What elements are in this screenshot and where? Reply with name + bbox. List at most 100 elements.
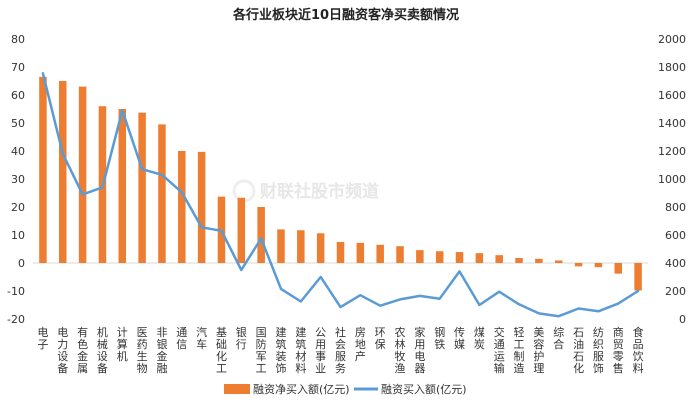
line-point xyxy=(339,306,342,308)
bar xyxy=(197,151,206,263)
bar xyxy=(554,260,563,263)
y-left-tick-label: 10 xyxy=(11,229,25,242)
y-left-tick-label: 70 xyxy=(11,61,25,74)
line-point xyxy=(597,310,600,313)
x-tick-label: 环保 xyxy=(375,326,386,351)
bar xyxy=(376,244,384,263)
legend-swatch-bar xyxy=(224,384,250,394)
bar xyxy=(257,207,265,263)
line-point xyxy=(141,168,143,170)
x-tick-label: 美容护理 xyxy=(533,326,544,375)
x-tick-label: 汽车 xyxy=(196,325,207,351)
line-point xyxy=(498,290,501,293)
line-point xyxy=(319,276,322,278)
bar xyxy=(297,230,305,263)
y-right-tick-label: 1400 xyxy=(658,117,686,130)
bar xyxy=(435,251,444,263)
chart-title: 各行业板块近10日融资客净买卖额情况 xyxy=(232,7,459,23)
line-point xyxy=(280,288,282,290)
y-right-tick-label: 2000 xyxy=(658,33,686,46)
bar xyxy=(356,242,365,263)
line-point xyxy=(577,307,580,310)
bar xyxy=(416,250,424,263)
bar xyxy=(138,112,146,263)
bar xyxy=(535,258,543,263)
line-point xyxy=(260,237,262,240)
line-point xyxy=(101,186,104,189)
line-point xyxy=(61,153,64,155)
line-point xyxy=(240,269,243,271)
y-left-tick-label: 80 xyxy=(11,33,25,46)
line-point xyxy=(161,174,163,176)
bar xyxy=(118,109,127,263)
line-point xyxy=(200,226,203,229)
x-tick-label: 煤炭 xyxy=(474,326,485,351)
legend-label-bar: 融资净买入额(亿元) xyxy=(253,382,350,396)
x-tick-label: 交通运输 xyxy=(494,325,505,375)
bar xyxy=(336,242,345,263)
bar xyxy=(574,263,583,267)
bar xyxy=(614,263,622,274)
line-point xyxy=(121,109,124,112)
y-left-tick-label: -20 xyxy=(7,313,25,326)
x-tick-label: 银行 xyxy=(236,325,247,351)
x-tick-label: 房地产 xyxy=(355,326,366,363)
line-point xyxy=(438,297,441,300)
x-tick-label: 医药生物 xyxy=(137,326,148,375)
x-tick-label: 石油石化 xyxy=(573,326,584,375)
y-axis-left: 80 70 60 50 40 30 20 10 0 -10 -20 xyxy=(7,33,25,326)
x-tick-label: 建筑材料 xyxy=(295,325,306,375)
bar xyxy=(396,246,404,263)
bar xyxy=(475,253,484,263)
bar xyxy=(594,263,603,268)
x-tick-label: 非银金融 xyxy=(156,326,167,375)
legend: 融资净买入额(亿元) 融资买入额(亿元) xyxy=(224,382,467,396)
bar xyxy=(277,229,285,263)
y-left-tick-label: 30 xyxy=(11,173,25,186)
line-point xyxy=(399,298,401,301)
x-tick-label: 轻工制造 xyxy=(514,325,525,375)
line-point xyxy=(359,294,362,297)
legend-label-line: 融资买入额(亿元) xyxy=(381,383,467,396)
y-right-tick-label: 1800 xyxy=(658,61,686,74)
line-point xyxy=(81,193,84,196)
line-point xyxy=(538,312,540,315)
line-point xyxy=(180,191,183,194)
x-tick-label: 电力设备 xyxy=(57,326,68,375)
y-left-tick-label: 0 xyxy=(18,257,25,270)
line-point xyxy=(557,315,560,318)
y-right-tick-label: 1200 xyxy=(658,145,686,158)
x-tick-label: 食品饮料 xyxy=(633,325,644,375)
x-tick-label: 钢铁 xyxy=(434,326,445,351)
x-tick-label: 农林牧渔 xyxy=(395,325,406,375)
bar xyxy=(495,255,503,263)
bar xyxy=(178,151,186,263)
y-right-tick-label: 400 xyxy=(665,257,686,270)
line-point xyxy=(518,303,520,306)
x-tick-label: 家用电器 xyxy=(414,325,425,375)
line-point xyxy=(419,295,421,297)
x-tick-label: 纺织服饰 xyxy=(593,325,604,375)
x-tick-label: 计算机 xyxy=(117,326,128,363)
bar xyxy=(78,86,87,263)
x-tick-label: 机械设备 xyxy=(97,325,108,375)
x-tick-label: 国防军工 xyxy=(256,326,267,375)
line-point xyxy=(458,270,461,273)
bar xyxy=(634,263,642,291)
x-tick-label: 电子 xyxy=(37,326,48,351)
y-right-tick-label: 1000 xyxy=(658,173,686,186)
bar xyxy=(316,233,325,263)
bar xyxy=(39,76,47,263)
x-tick-label: 公用事业 xyxy=(315,326,326,375)
bar xyxy=(237,197,246,263)
x-tick-label: 传媒 xyxy=(454,326,465,351)
bar xyxy=(158,124,166,264)
x-tick-label: 综合 xyxy=(553,325,564,351)
y-left-tick-label: 40 xyxy=(11,145,25,158)
x-tick-label: 商贸零售 xyxy=(613,325,624,375)
bar xyxy=(59,81,67,263)
y-left-tick-label: -10 xyxy=(7,285,25,298)
line-point xyxy=(42,72,44,75)
